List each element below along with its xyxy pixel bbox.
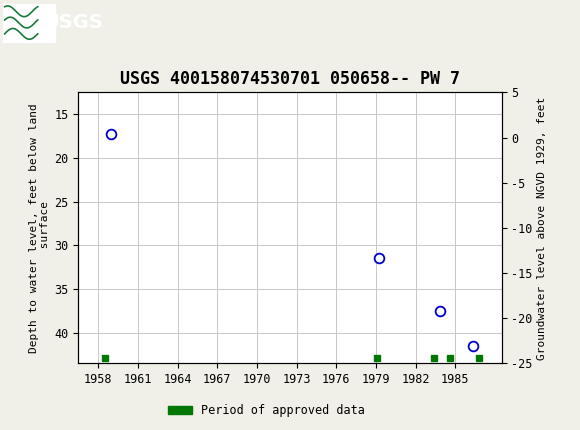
Y-axis label: Depth to water level, feet below land
 surface: Depth to water level, feet below land su… (28, 103, 50, 353)
Text: USGS: USGS (44, 13, 103, 32)
Legend: Period of approved data: Period of approved data (164, 399, 370, 422)
Bar (3, 3, 55, 42)
Title: USGS 400158074530701 050658-- PW 7: USGS 400158074530701 050658-- PW 7 (120, 70, 460, 88)
Y-axis label: Groundwater level above NGVD 1929, feet: Groundwater level above NGVD 1929, feet (537, 96, 547, 359)
